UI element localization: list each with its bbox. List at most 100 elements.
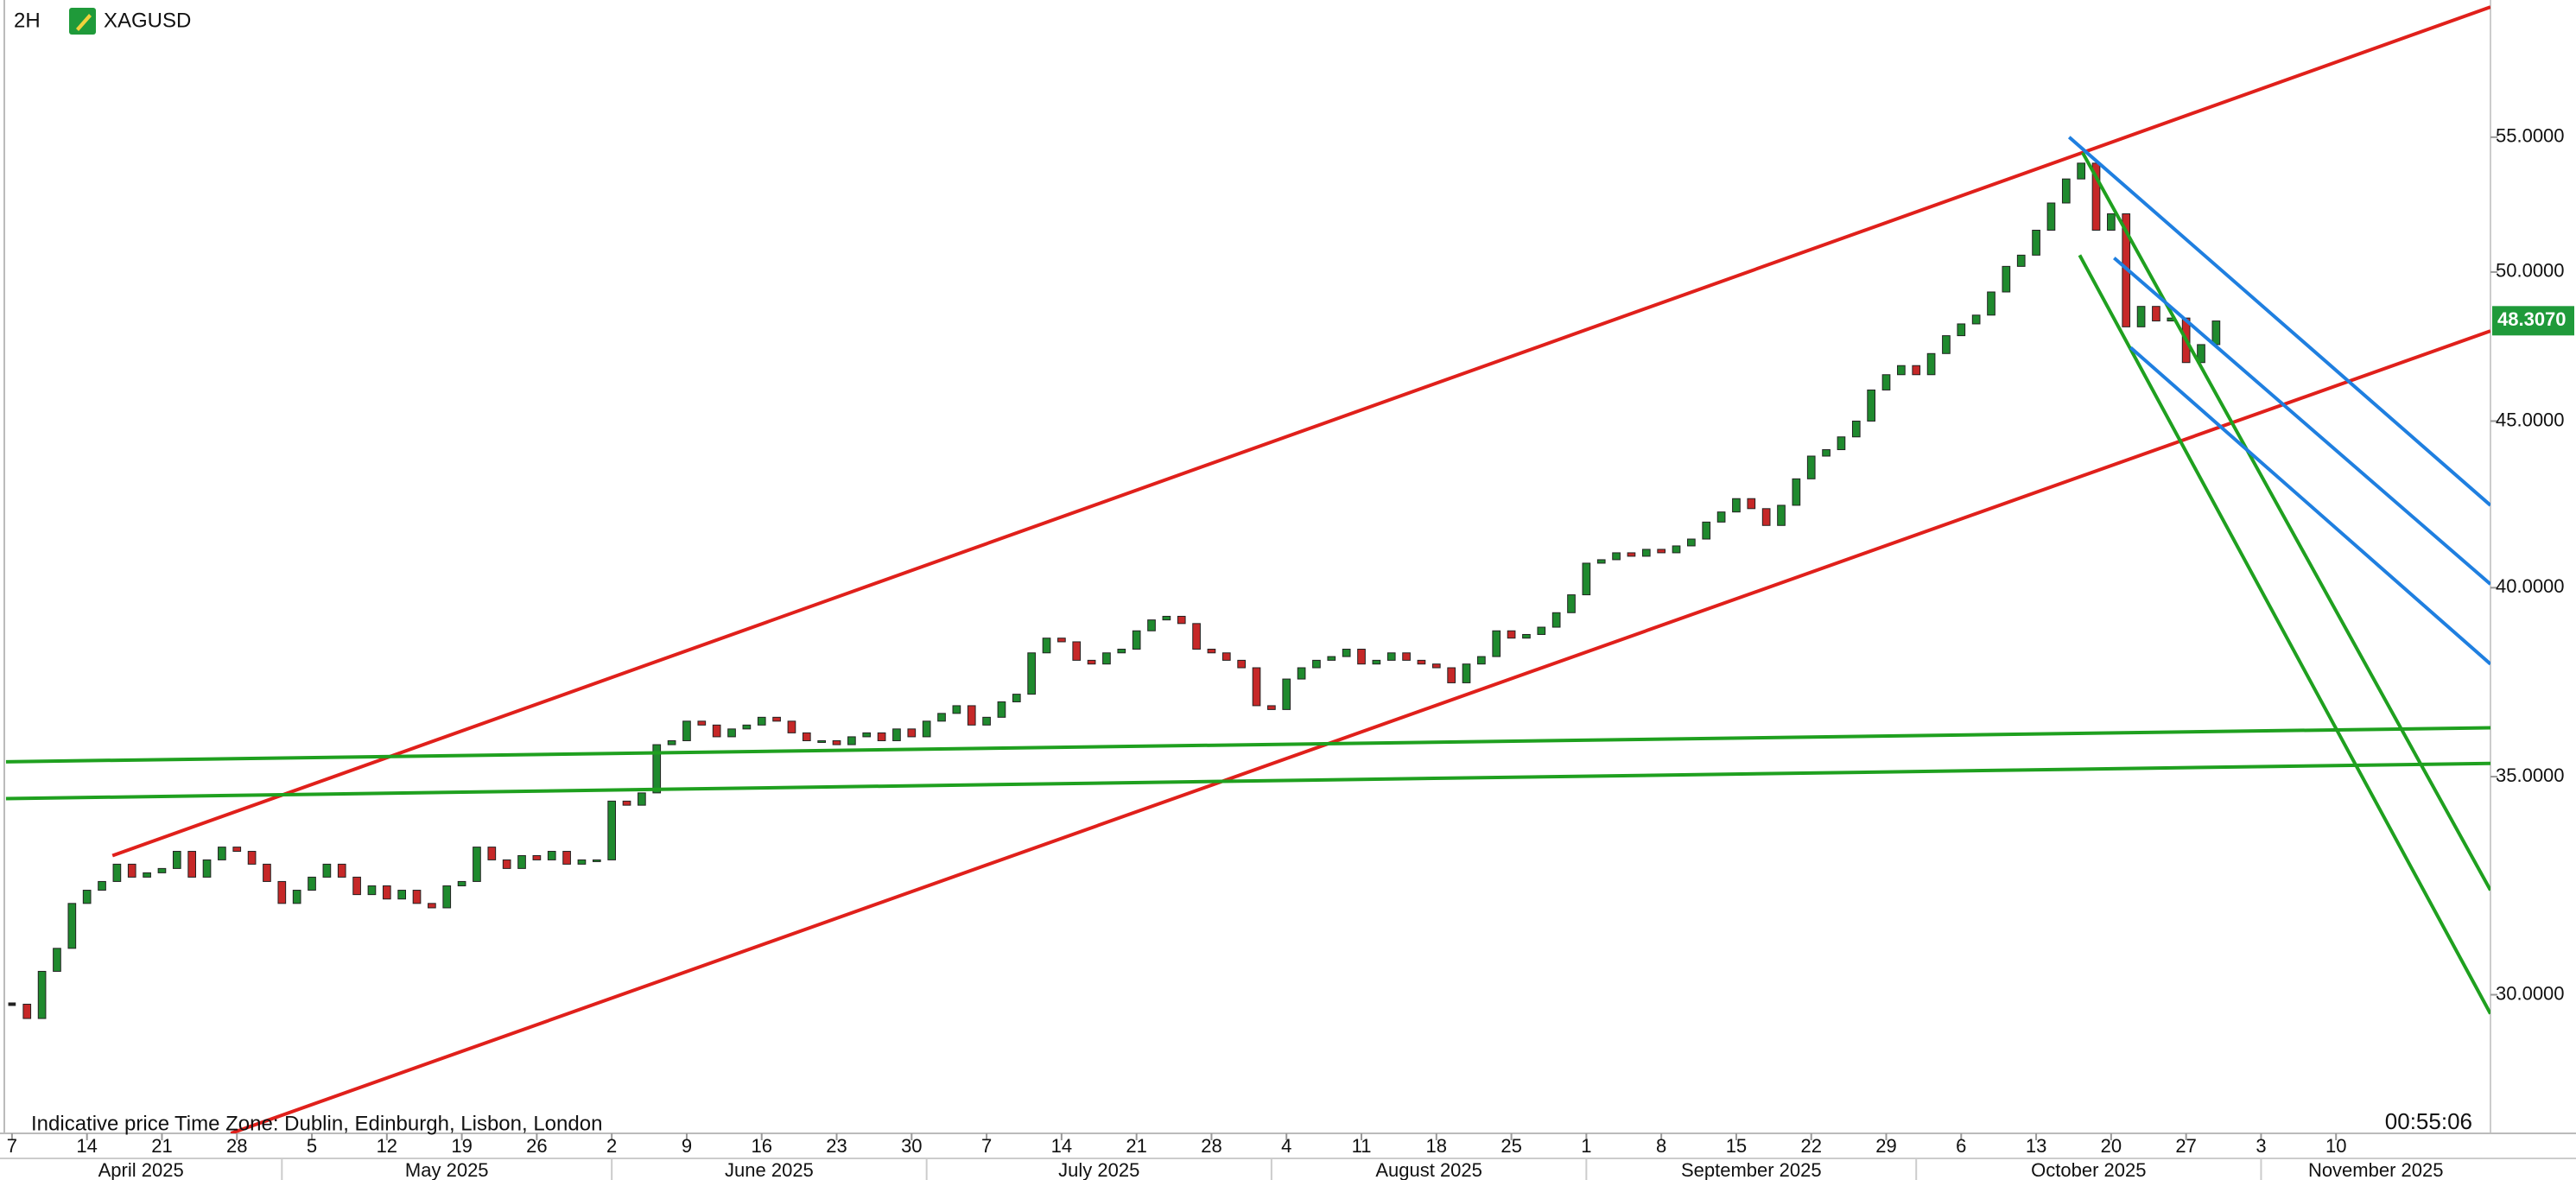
candle-body xyxy=(1027,652,1037,695)
candle-body xyxy=(742,724,752,730)
candle-body xyxy=(442,885,452,909)
candle-body xyxy=(1431,663,1441,669)
candle-body xyxy=(817,739,827,743)
candle-body xyxy=(2016,254,2026,267)
candle-body xyxy=(1792,478,1801,506)
candle-body xyxy=(1207,648,1216,654)
candle-body xyxy=(2061,178,2071,204)
candle-body xyxy=(67,903,77,949)
x-tick-label: 13 xyxy=(2026,1135,2046,1157)
candle-body xyxy=(2077,162,2085,180)
candle-body xyxy=(1551,612,1561,628)
month-label: June 2025 xyxy=(725,1159,814,1180)
y-tick-label: 50.0000 xyxy=(2496,260,2565,282)
candle-body xyxy=(712,724,721,738)
candle-body xyxy=(2211,320,2221,346)
candle-body xyxy=(1462,663,1471,683)
candle-body xyxy=(187,851,197,878)
trendline xyxy=(5,726,2490,764)
candle-body xyxy=(1942,335,1951,354)
candle-body xyxy=(1761,508,1771,526)
candle-body xyxy=(1177,615,1186,625)
candle-body xyxy=(1806,455,1816,479)
y-tick-label: 55.0000 xyxy=(2496,125,2565,147)
candle-body xyxy=(1447,667,1456,683)
candle-body xyxy=(1087,659,1096,665)
candle-body xyxy=(352,876,361,896)
x-tick-label: 5 xyxy=(307,1135,317,1157)
candle-body xyxy=(1702,521,1711,540)
candle-body xyxy=(82,890,92,904)
candle-body xyxy=(952,705,961,714)
candle-body xyxy=(1057,638,1066,643)
candle-body xyxy=(547,851,556,860)
x-tick-label: 8 xyxy=(1656,1135,1666,1157)
candles xyxy=(8,162,2221,1019)
x-tick-label: 21 xyxy=(1126,1135,1146,1157)
candle-body xyxy=(982,716,991,726)
x-tick-label: 12 xyxy=(377,1135,397,1157)
x-tick-label: 9 xyxy=(682,1135,692,1157)
candle-body xyxy=(1132,630,1141,650)
candle-body xyxy=(727,728,736,738)
candle-body xyxy=(1596,559,1606,564)
y-tick-label: 40.0000 xyxy=(2496,575,2565,597)
candle-body xyxy=(787,720,796,733)
x-tick-label: 15 xyxy=(1726,1135,1747,1157)
candle-body xyxy=(1582,562,1591,596)
x-tick-label: 30 xyxy=(901,1135,922,1157)
axes: 30.0000 35.0000 40.0000 45.0000 50.0000 55.00… xyxy=(7,125,2574,1180)
candle-body xyxy=(1912,365,1921,376)
candle-body xyxy=(1881,374,1891,390)
candle-body xyxy=(1867,389,1875,422)
x-tick-label: 27 xyxy=(2175,1135,2196,1157)
x-tick-label: 26 xyxy=(526,1135,547,1157)
candle-body xyxy=(2091,162,2101,231)
candle-body xyxy=(1822,449,1830,457)
candle-body xyxy=(172,851,181,869)
candle-body xyxy=(907,728,917,738)
candle-body xyxy=(892,728,901,741)
candle-body xyxy=(247,851,257,865)
candle-body xyxy=(1372,659,1381,665)
candle-body xyxy=(1522,633,1531,639)
trendline xyxy=(2113,257,2490,586)
candle-body xyxy=(667,739,676,745)
x-tick-label: 19 xyxy=(451,1135,472,1157)
candle-body xyxy=(622,800,631,806)
candle-body xyxy=(832,739,841,745)
candle-body xyxy=(802,732,811,741)
candle-body xyxy=(1162,615,1171,621)
candle-body xyxy=(1327,656,1336,661)
candle-body xyxy=(847,736,856,745)
candle-body xyxy=(1221,652,1231,661)
candle-body xyxy=(367,885,377,896)
candle-body xyxy=(502,859,511,869)
candle-body xyxy=(1672,545,1681,554)
timezone: Time Zone: Dublin, Edinburgh, Lisbon, Lo… xyxy=(174,1112,602,1135)
candle-body xyxy=(1147,619,1156,631)
x-tick-label: 25 xyxy=(1501,1135,1521,1157)
candle-body xyxy=(638,792,646,806)
candle-body xyxy=(98,880,106,891)
candle-body xyxy=(757,716,766,726)
trendline xyxy=(2081,151,2490,891)
candle-body xyxy=(1971,314,1981,325)
candle-body xyxy=(1312,659,1321,669)
month-label: May 2025 xyxy=(405,1159,489,1180)
candle-body xyxy=(772,716,781,722)
x-tick-label: 28 xyxy=(1201,1135,1221,1157)
last-price-label: 48.3070 xyxy=(2497,308,2566,330)
candle-body xyxy=(1417,659,1426,665)
candle-body xyxy=(337,863,346,878)
candle-body xyxy=(2197,344,2205,364)
indicative-note: Indicative price xyxy=(31,1112,169,1135)
x-tick-label: 23 xyxy=(826,1135,847,1157)
trendline xyxy=(111,5,2490,858)
trendline xyxy=(5,761,2490,801)
x-tick-label: 28 xyxy=(226,1135,247,1157)
timeframe: 2H xyxy=(14,9,41,32)
month-label: November 2025 xyxy=(2308,1159,2444,1180)
candle-body xyxy=(1777,504,1786,526)
candle-body xyxy=(112,863,122,882)
